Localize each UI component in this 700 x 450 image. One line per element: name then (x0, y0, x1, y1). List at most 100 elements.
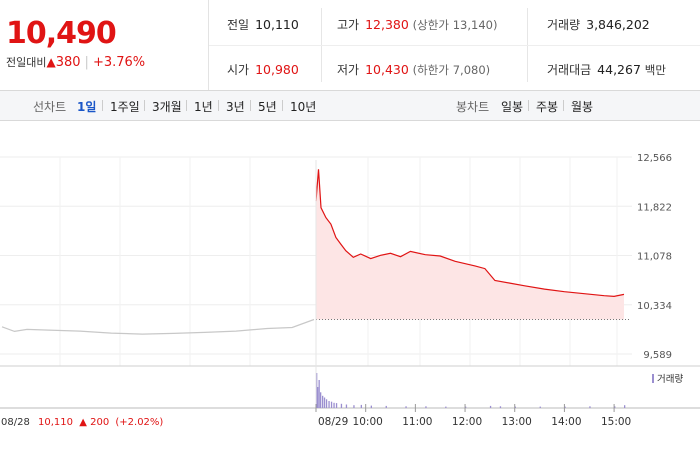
intraday-area (316, 169, 624, 320)
tab-1-year[interactable]: 1년 (194, 100, 213, 114)
x-tick-label: 10:00 (353, 416, 383, 428)
volume-bar (322, 395, 324, 409)
chart-period-tabs: 선차트 1일 1주일 3개월 1년 3년 5년 10년 봉차트 일봉 주봉 월봉 (0, 91, 700, 121)
upper-limit-label: (상한가 (412, 18, 449, 32)
tab-daily-candle[interactable]: 일봉 (501, 100, 524, 114)
price-chart[interactable]: 12,566 11,822 11,078 10,334 9,589 08/29 10:00… (0, 120, 700, 450)
tab-weekly-candle[interactable]: 주봉 (536, 100, 559, 114)
tab-divider (218, 100, 219, 111)
volume-bar (328, 401, 330, 408)
x-tick-label: 08/29 (318, 416, 348, 428)
volume-bar (333, 402, 335, 409)
stat-value: 3,846,202 (586, 17, 650, 32)
tab-divider (563, 100, 564, 111)
prev-day-change: 200 (90, 417, 109, 428)
change-percent: +3.76% (92, 55, 146, 70)
volume-bar (489, 405, 492, 408)
lower-limit-label: (하한가 (412, 63, 449, 77)
volume-bar (370, 405, 372, 409)
x-tick-label: 15:00 (601, 416, 631, 428)
volume-bars (316, 373, 626, 409)
volume-bar (514, 406, 516, 408)
volume-bar (316, 373, 318, 408)
y-tick-label: 11,078 (637, 252, 672, 263)
prev-day-percent: (+2.02%) (115, 417, 163, 428)
volume-bar (385, 405, 387, 408)
change-label: 전일대비 (6, 56, 47, 69)
volume-bar (318, 380, 320, 408)
stat-volume: 거래량 3,846,202 (547, 16, 650, 33)
volume-bar (589, 406, 591, 409)
lower-limit-value: 7,080) (452, 63, 491, 77)
volume-bar (564, 406, 566, 408)
volume-legend-swatch (652, 374, 654, 383)
volume-bar (624, 405, 626, 408)
tab-3-months[interactable]: 3개월 (152, 100, 182, 114)
y-tick-label: 9,589 (643, 350, 672, 361)
volume-bar (323, 397, 326, 408)
tab-1-day[interactable]: 1일 (77, 100, 97, 114)
stat-label: 거래량 (547, 18, 581, 32)
volume-bar (353, 405, 355, 408)
x-axis-ticks: 08/29 10:00 11:00 12:00 13:00 14:00 15:00 (315, 404, 631, 428)
volume-bar (330, 401, 333, 408)
tab-divider (250, 100, 251, 111)
stat-low: 저가 10,430 (하한가 7,080) (337, 61, 490, 78)
volume-bar (499, 406, 502, 409)
tab-monthly-candle[interactable]: 월봉 (571, 100, 594, 114)
y-axis-ticks: 12,566 11,822 11,078 10,334 9,589 (637, 153, 672, 361)
volume-bar (317, 387, 319, 408)
change-divider: | (84, 55, 89, 70)
stat-value: 10,430 (365, 62, 409, 77)
volume-bar (539, 406, 541, 408)
y-tick-label: 10,334 (637, 301, 672, 312)
tab-divider (186, 100, 187, 111)
x-tick-label: 11:00 (402, 416, 432, 428)
prev-day-close: 10,110 (38, 417, 73, 428)
stats-row-divider (209, 45, 700, 46)
x-tick-label: 14:00 (551, 416, 581, 428)
up-arrow-icon: ▲ (46, 55, 56, 69)
tab-divider (144, 100, 145, 111)
price-change: 전일대비▲380 | +3.76% (6, 54, 145, 70)
tab-3-years[interactable]: 3년 (226, 100, 245, 114)
x-tick-label: 12:00 (452, 416, 482, 428)
line-chart-label: 선차트 (33, 100, 67, 114)
volume-bar (425, 406, 427, 409)
stat-value: 10,110 (255, 17, 299, 32)
stat-label: 고가 (337, 18, 360, 32)
stat-high: 고가 12,380 (상한가 13,140) (337, 16, 497, 33)
change-value: 380 (55, 55, 81, 70)
stat-unit: 백만 (644, 63, 666, 77)
tab-1-week[interactable]: 1주일 (110, 100, 140, 114)
candle-chart-label: 봉차트 (456, 100, 490, 114)
stat-value: 44,267 (597, 62, 641, 77)
volume-bar (465, 406, 467, 408)
volume-bar (325, 399, 328, 409)
volume-bar (360, 404, 362, 408)
tab-divider (282, 100, 283, 111)
stat-value: 10,980 (255, 62, 299, 77)
stat-value: 12,380 (365, 17, 409, 32)
volume-bar (405, 406, 407, 409)
stat-prev-close: 전일 10,110 (227, 16, 299, 33)
up-arrow-icon: ▲ (79, 417, 87, 428)
tab-divider (528, 100, 529, 111)
upper-limit-value: 13,140) (452, 18, 498, 32)
tab-divider (102, 100, 103, 111)
tab-10-years[interactable]: 10년 (290, 100, 317, 114)
volume-bar (320, 392, 322, 409)
current-price: 10,490 (6, 16, 117, 51)
volume-bar (335, 403, 338, 408)
tab-5-years[interactable]: 5년 (258, 100, 277, 114)
volume-bar (340, 403, 343, 408)
stat-label: 전일 (227, 18, 250, 32)
stat-open: 시가 10,980 (227, 61, 299, 78)
prev-day-line (1, 318, 315, 335)
quote-stats: 전일 10,110 시가 10,980 고가 12,380 (상한가 13,140) … (209, 0, 700, 90)
prev-day-date: 08/28 (1, 417, 30, 428)
y-tick-label: 12,566 (637, 153, 672, 164)
y-tick-label: 11,822 (637, 202, 672, 213)
quote-header: 10,490 전일대비▲380 | +3.76% 전일 10,110 시가 10,980… (0, 0, 700, 91)
stat-turnover: 거래대금 44,267 백만 (547, 61, 666, 78)
